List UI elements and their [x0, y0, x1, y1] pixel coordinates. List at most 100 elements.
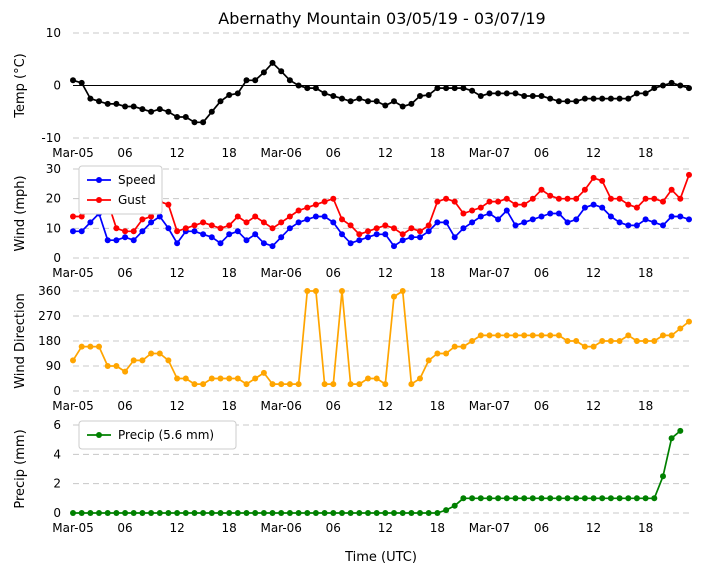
speed-point [451, 234, 458, 241]
direction-point [434, 350, 441, 357]
speed-point [391, 243, 397, 250]
speed-point [174, 240, 181, 247]
precip-5-6-mm-point [208, 510, 215, 516]
legend-label-precip-5-6-mm: Precip (5.6 mm) [118, 428, 214, 442]
direction-point [469, 338, 476, 344]
direction-point [564, 338, 571, 344]
legend-label-speed: Speed [118, 173, 156, 187]
x-axis-label: Time (UTC) [344, 550, 417, 565]
gust-point [599, 177, 606, 184]
speed-point [564, 219, 571, 226]
temp-series-line [72, 62, 690, 124]
temp-point [182, 114, 189, 120]
x-tick-label: 18 [638, 146, 653, 160]
temp-point [174, 114, 181, 120]
x-tick-label: 06 [326, 399, 341, 413]
x-tick-label: Mar-06 [260, 399, 301, 413]
gust-point [78, 213, 85, 220]
gust-point [512, 201, 519, 208]
temp-point [226, 92, 233, 98]
temp-point [304, 85, 311, 92]
precip-5-6-mm-point [278, 510, 285, 516]
gust-point [139, 216, 146, 223]
speed-point [651, 219, 658, 226]
gust-point [312, 201, 319, 208]
x-tick-label: Mar-06 [260, 521, 301, 535]
speed-point [321, 213, 328, 220]
direction-point [286, 381, 293, 388]
x-tick-label: 18 [430, 266, 445, 280]
speed-point [269, 243, 276, 250]
temp-point [391, 98, 397, 105]
direction-point [425, 357, 432, 364]
speed-point [191, 228, 198, 235]
direction-point [651, 338, 658, 344]
y-axis-label: Precip (mm) [13, 429, 28, 508]
speed-point [365, 234, 371, 241]
temp-point [581, 95, 588, 102]
direction-point [521, 332, 528, 339]
x-tick-label: 06 [326, 266, 341, 280]
temp-point [555, 98, 562, 105]
gust-point [425, 222, 432, 229]
precip-5-6-mm-point [599, 495, 606, 502]
temp-point [521, 93, 528, 99]
temp-point [347, 98, 354, 105]
precip-5-6-mm-point [555, 495, 562, 502]
gust-point [70, 213, 76, 220]
y-axis-label: Wind Direction [13, 293, 28, 389]
direction-point [269, 381, 276, 388]
direction-point [191, 381, 198, 388]
gust-point [660, 198, 666, 205]
direction-point [217, 375, 224, 382]
gust-point [347, 222, 354, 229]
direction-series-line [72, 290, 690, 385]
speed-point [130, 237, 137, 244]
direction-point [278, 381, 285, 388]
direction-point [260, 369, 267, 376]
direction-point [555, 332, 562, 339]
direction-point [373, 375, 380, 382]
y-tick-label: 10 [46, 221, 61, 235]
gust-point [642, 195, 649, 202]
x-tick-label: 18 [430, 521, 445, 535]
legend-swatch-marker [96, 177, 102, 183]
speed-point [686, 216, 692, 223]
direction-point [174, 375, 181, 382]
precip-5-6-mm-point [130, 510, 137, 516]
speed-point [78, 228, 85, 235]
gust-point [278, 219, 285, 226]
precip-5-6-mm-point [70, 510, 76, 516]
precip-5-6-mm-point [616, 495, 623, 502]
speed-point [503, 207, 510, 214]
precip-5-6-mm-point [607, 495, 614, 502]
gust-point [356, 231, 363, 238]
x-tick-label: 12 [169, 266, 184, 280]
x-tick-label: 18 [222, 399, 237, 413]
precip-5-6-mm-point [260, 510, 267, 516]
precip-5-6-mm-point [451, 502, 458, 509]
x-tick-label: 06 [326, 521, 341, 535]
temp-point [234, 90, 241, 97]
gust-point [651, 195, 658, 202]
gust-point [208, 222, 215, 229]
precip-5-6-mm-point [677, 427, 684, 434]
legend-box [78, 420, 237, 450]
gust-point [451, 198, 458, 205]
legend-label-gust: Gust [118, 193, 146, 207]
precip-5-6-mm-point [148, 510, 155, 516]
precip-5-6-mm-point [434, 510, 441, 516]
speed-point [347, 240, 354, 247]
gust-point [668, 186, 675, 193]
direction-point [252, 375, 259, 382]
precip-5-6-mm-point [200, 510, 207, 516]
precip-5-6-mm-point [226, 510, 233, 516]
speed-point [581, 204, 588, 211]
x-tick-label: 12 [378, 399, 393, 413]
gust-point [590, 174, 597, 181]
temp-point [252, 77, 259, 84]
gust-point [434, 198, 441, 205]
temp-point [417, 93, 423, 99]
speed-point [495, 216, 502, 223]
